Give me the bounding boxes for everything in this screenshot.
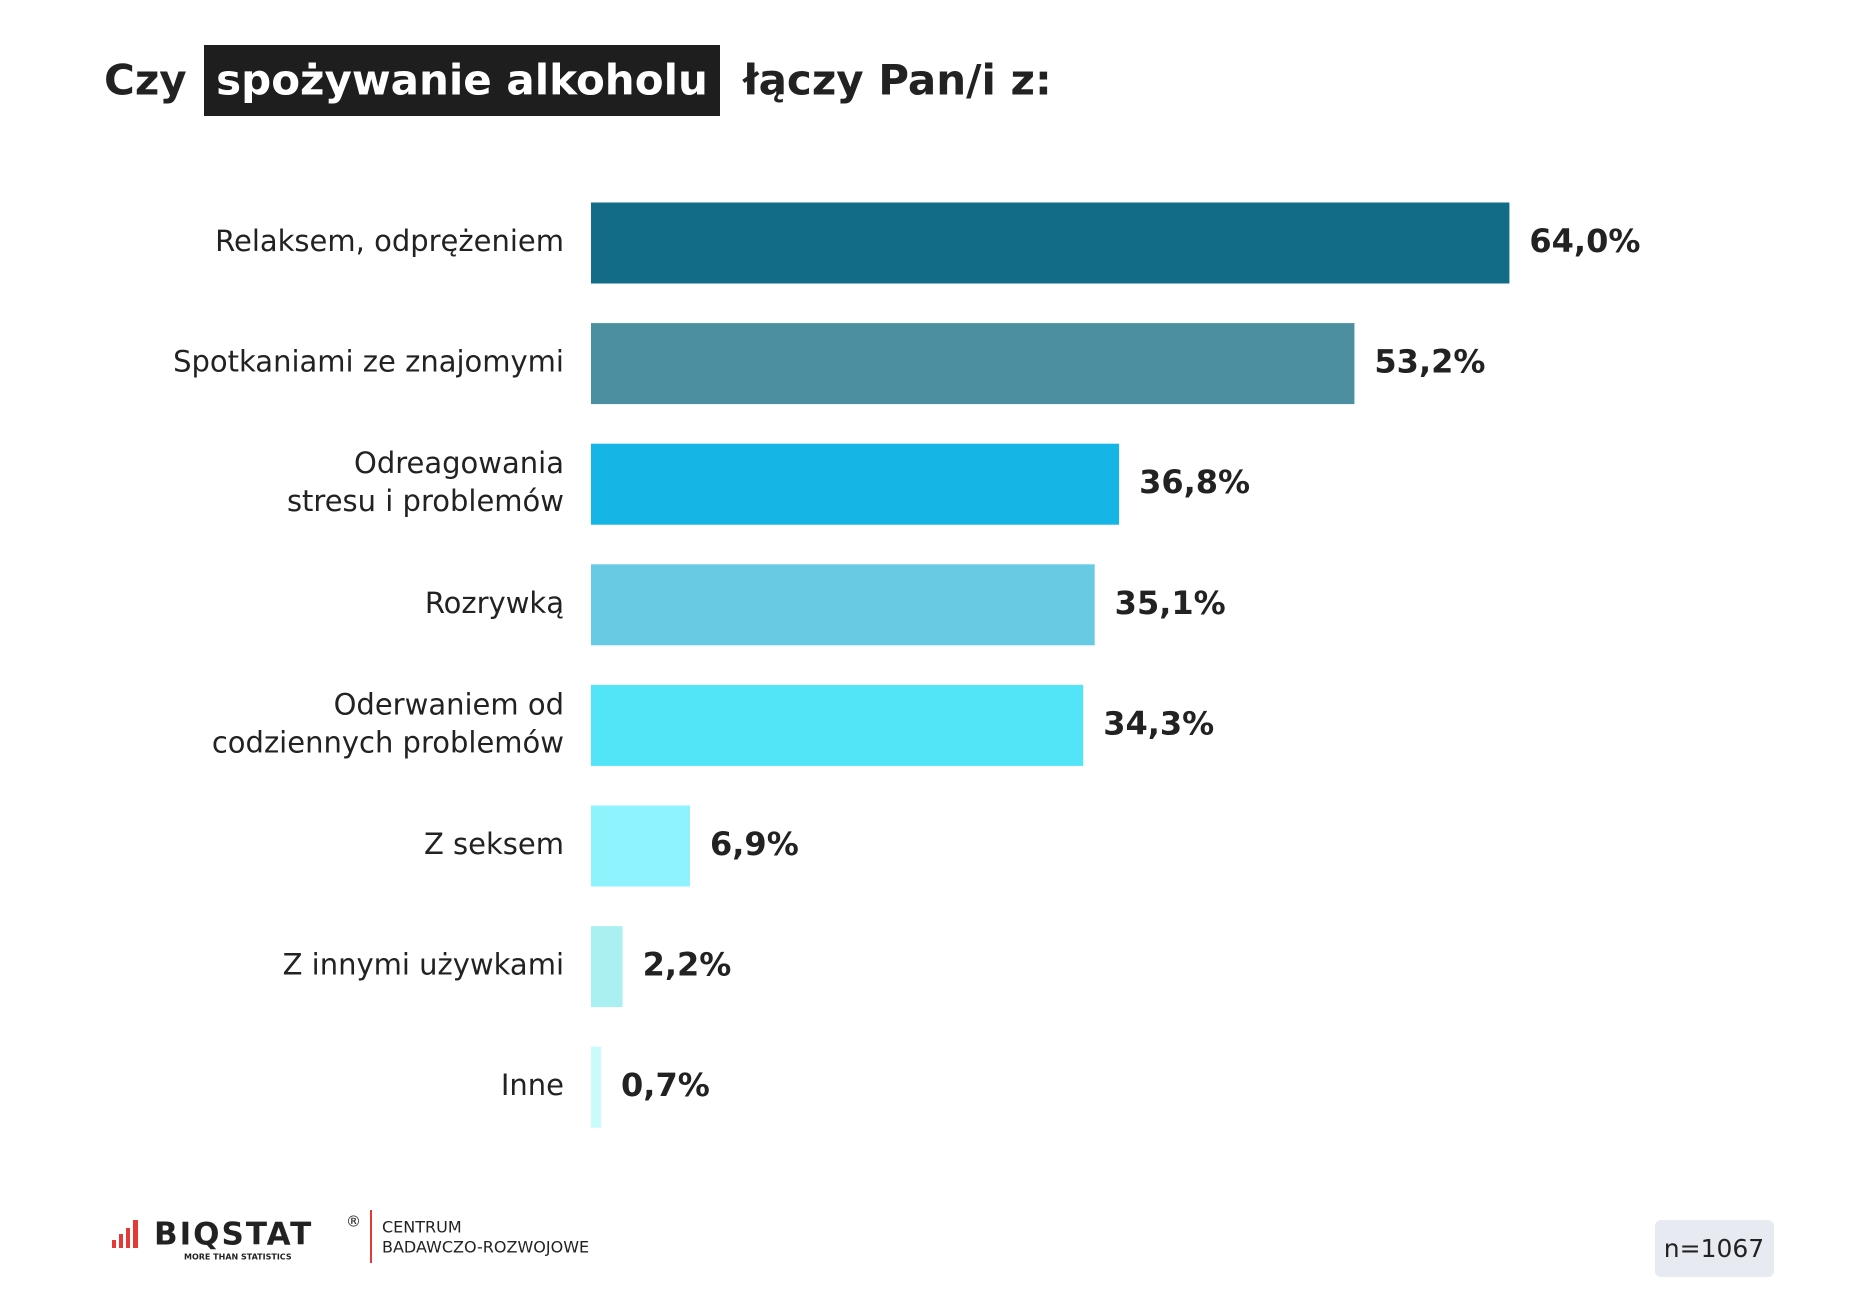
value-label: 34,3% [1103,704,1214,742]
logo: BIQSTAT ® MORE THAN STATISTICS CENTRUM B… [112,1210,589,1263]
title-prefix: Czy [104,56,187,105]
category-label: Z innymi używkami [283,948,564,982]
title-highlight: spożywanie alkoholu [216,56,708,105]
category-label: Spotkaniami ze znajomymi [173,345,564,379]
logo-unit: BADAWCZO-ROZWOJOWE [382,1238,589,1257]
bar [591,323,1355,405]
sample-size-box [1655,1220,1774,1277]
bar [591,926,623,1008]
title-highlight-box [204,45,720,116]
category-label: Rozrywką [425,586,564,620]
value-label: 36,8% [1139,463,1250,501]
logo-brand: BIQSTAT [154,1217,313,1253]
sample-size: n=1067 [1664,1234,1764,1263]
bar [591,684,1084,766]
category-label: Odreagowania stresu i problemów [287,446,564,518]
value-label: 64,0% [1529,222,1640,260]
bar [591,443,1120,525]
logo-tagline: MORE THAN STATISTICS [184,1253,292,1262]
value-label: 0,7% [621,1066,710,1104]
title-suffix: łączy Pan/i z: [742,56,1052,105]
logo-icon [133,1220,138,1248]
bar [591,564,1095,646]
category-label: Relaksem, odprężeniem [215,224,564,258]
logo-icon [126,1228,130,1248]
logo-registered: ® [346,1213,361,1231]
category-label: Z seksem [424,827,564,861]
bar [591,805,691,887]
category-label: Inne [501,1068,564,1102]
value-label: 2,2% [643,946,732,984]
logo-unit: CENTRUM [382,1218,462,1237]
value-label: 35,1% [1115,584,1226,622]
logo-icon [112,1240,116,1248]
logo-icon [119,1234,123,1248]
bar [591,202,1510,284]
value-label: 6,9% [710,825,799,863]
category-label: Oderwaniem od codziennych problemów [212,687,564,759]
bar [591,1046,602,1128]
value-label: 53,2% [1374,343,1485,381]
